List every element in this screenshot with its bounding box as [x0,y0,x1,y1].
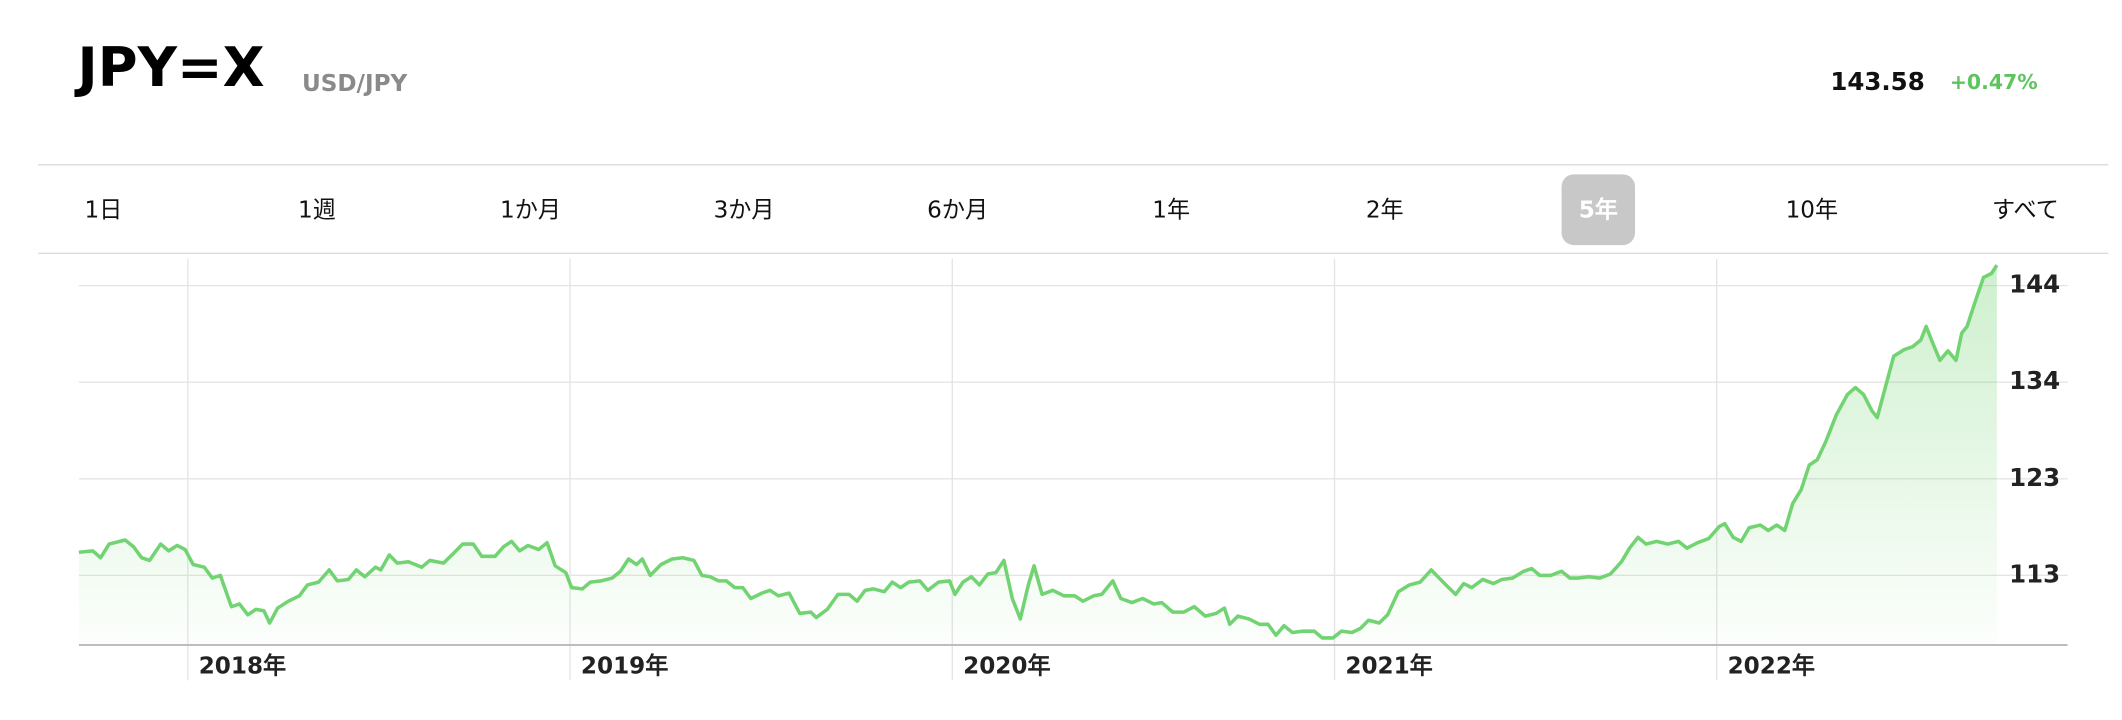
selected-tab-bg [1561,174,1636,246]
x-tick-label: 2018年 [199,652,286,679]
range-tab[interactable]: 2年 [1366,198,1404,224]
x-tick-label: 2019年 [581,652,668,679]
y-tick-label: 113 [2009,559,2060,588]
symbol-title: JPY=X [74,35,265,99]
pair-subtitle: USD/JPY [302,71,408,97]
range-tab[interactable]: 1年 [1152,198,1190,224]
y-tick-label: 134 [2009,366,2060,395]
range-tab[interactable]: 3か月 [714,198,775,224]
change: +0.47% [1950,70,2038,94]
plot: 113 123 134 144 2018年 2019年 2020年 2021年 2022年 [78,258,2068,681]
price: 143.58 [1830,67,1924,96]
x-tick-label: 2022年 [1728,652,1815,679]
range-tabs: 1日 1週 1か月 3か月 6か月 1年 2年 5年 10年 すべて [84,174,2059,246]
price-line [78,264,1999,640]
range-tab[interactable]: 1日 [84,198,122,224]
range-tab[interactable]: 1週 [298,198,336,224]
y-tick-label: 123 [2009,463,2060,492]
range-tab[interactable]: 6か月 [927,198,988,224]
x-tick-label: 2020年 [963,652,1050,679]
y-tick-label: 144 [2009,270,2060,299]
range-tab[interactable]: 1か月 [500,198,561,224]
area-fill [78,265,1997,646]
range-tab[interactable]: すべて [1992,198,2059,224]
range-tab[interactable]: 10年 [1786,198,1839,224]
x-tick-label: 2021年 [1345,652,1432,679]
range-tab[interactable]: 5年 [1579,197,1618,224]
